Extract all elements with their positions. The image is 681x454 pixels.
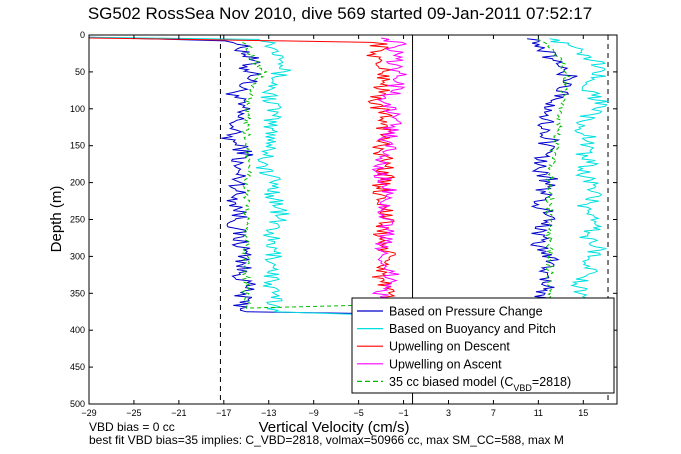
x-tick-label-9: 7 — [491, 408, 496, 418]
vbd-bias-note: VBD bias = 0 cc — [89, 420, 175, 434]
x-tick-label-0: −29 — [81, 408, 96, 418]
y-tick-label-4: 200 — [70, 178, 85, 188]
x-tick-label-6: −5 — [353, 408, 363, 418]
y-tick-label-6: 300 — [70, 251, 85, 261]
x-tick-label-5: −9 — [309, 408, 319, 418]
x-tick-label-8: 3 — [446, 408, 451, 418]
series-line-3 — [371, 37, 408, 313]
legend-label-1: Based on Buoyancy and Pitch — [389, 322, 556, 336]
y-tick-label-5: 250 — [70, 215, 85, 225]
chart-title: SG502 RossSea Nov 2010, dive 569 started… — [88, 4, 592, 23]
x-axis-ticks: −29 −25 −21 −17 −13 −9 −5 −1 3 7 11 15 — [81, 35, 588, 418]
x-axis-label: Vertical Velocity (cm/s) — [259, 419, 410, 436]
y-tick-label-2: 100 — [70, 104, 85, 114]
y-tick-label-10: 500 — [70, 399, 85, 409]
legend-label-2: Upwelling on Descent — [389, 340, 510, 354]
x-tick-label-3: −17 — [216, 408, 231, 418]
legend-label-3: Upwelling on Ascent — [389, 357, 502, 371]
y-tick-label-3: 150 — [70, 141, 85, 151]
y-tick-label-8: 400 — [70, 325, 85, 335]
x-tick-label-10: 11 — [534, 408, 543, 418]
legend-box — [351, 297, 615, 394]
x-tick-label-11: 15 — [578, 408, 588, 418]
y-tick-label-9: 450 — [70, 362, 85, 372]
y-axis-label: Depth (m) — [48, 186, 65, 253]
y-tick-label-1: 50 — [75, 67, 85, 77]
x-tick-label-4: −13 — [261, 408, 276, 418]
x-tick-label-2: −21 — [171, 408, 186, 418]
x-tick-label-1: −25 — [126, 408, 141, 418]
y-tick-label-7: 350 — [70, 288, 85, 298]
y-tick-label-0: 0 — [80, 30, 85, 40]
best-fit-note: best fit VBD bias=35 implies: C_VBD=2818… — [89, 433, 564, 447]
legend: Based on Pressure Change Based on Buoyanc… — [351, 297, 615, 394]
legend-label-0: Based on Pressure Change — [389, 305, 543, 319]
x-tick-label-7: −1 — [398, 408, 408, 418]
